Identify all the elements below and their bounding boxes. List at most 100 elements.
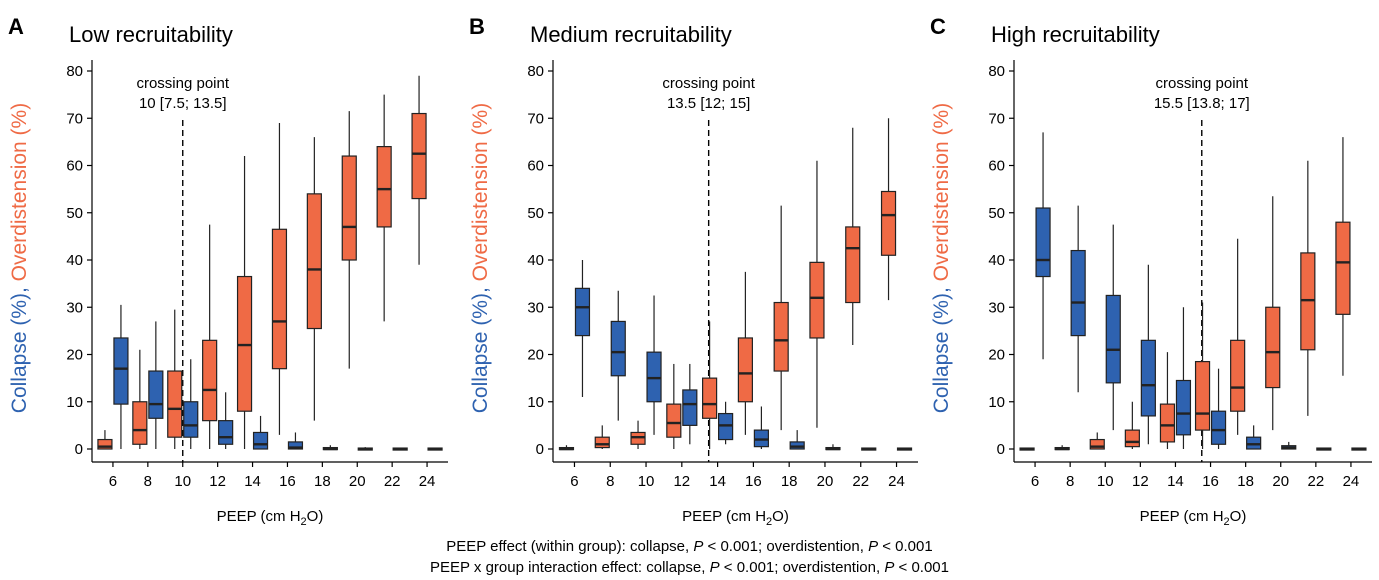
overdistension-box: [132, 401, 148, 445]
collapse-box: [1035, 207, 1051, 278]
crossing-point-value: 15.5 [13.8; 17]: [1154, 95, 1250, 112]
footnote-2-text-b: < 0.001; overdistention,: [719, 559, 885, 576]
collapse-box: [1105, 294, 1121, 384]
overdistension-box: [271, 228, 288, 370]
x-tick-label: 18: [1237, 473, 1254, 490]
x-tick-label: 22: [1307, 473, 1324, 490]
overdistension-box: [1124, 429, 1140, 448]
overdistension-box: [880, 190, 897, 256]
y-axis-title: Collapse (%), Overdistension (%): [469, 103, 492, 413]
panel-b-title: Medium recruitability: [530, 22, 732, 47]
overdistension-box: [411, 112, 427, 200]
footnote-peep-effect: PEEP effect (within group): collapse, P …: [0, 538, 1379, 555]
x-tick-label: 12: [673, 473, 690, 490]
x-tick-label: 8: [606, 473, 614, 490]
overdistension-box: [666, 403, 682, 438]
overdistension-box: [1089, 438, 1105, 450]
footnote-1-p-symbol-2: P: [868, 538, 879, 555]
y-tick-label: 40: [66, 252, 83, 269]
y-tick-label: 10: [66, 394, 83, 411]
collapse-box: [1175, 379, 1192, 436]
crossing-point-label: crossing point: [136, 75, 229, 92]
crossing-point-label: crossing point: [662, 75, 755, 92]
collapse-box: [610, 320, 626, 377]
x-tick-label: 8: [1066, 473, 1074, 490]
y-tick-label: 20: [66, 347, 83, 364]
x-tick-label: 16: [1202, 473, 1219, 490]
x-tick-label: 18: [314, 473, 331, 490]
collapse-box: [682, 389, 698, 426]
y-tick-label: 0: [997, 441, 1005, 458]
y-tick-label: 50: [988, 205, 1005, 222]
x-tick-label: 6: [109, 473, 117, 490]
y-tick-label: 0: [536, 441, 544, 458]
panel-c-title: High recruitability: [991, 22, 1160, 47]
panel-c-letter: C: [930, 14, 946, 39]
y-tick-label: 70: [527, 110, 544, 127]
footnote-2-text-c: < 0.001: [894, 559, 949, 576]
collapse-box: [113, 337, 129, 405]
footnote-1-text-a: PEEP effect (within group): collapse,: [446, 538, 694, 555]
x-tick-label: 14: [244, 473, 261, 490]
y-tick-label: 30: [527, 299, 544, 316]
x-tick-label: 16: [745, 473, 762, 490]
x-tick-label: 20: [349, 473, 366, 490]
x-axis-title: PEEP (cm H2O): [682, 508, 789, 528]
y-tick-label: 80: [527, 63, 544, 80]
y-tick-label: 10: [988, 394, 1005, 411]
overdistension-box: [202, 339, 218, 422]
overdistension-box: [1230, 339, 1246, 412]
y-tick-label: 40: [527, 252, 544, 269]
overdistension-box: [845, 226, 861, 304]
y-tick-label: 30: [66, 299, 83, 316]
footnote-2-p-symbol-2: P: [884, 559, 895, 576]
footnote-interaction-effect: PEEP x group interaction effect: collaps…: [0, 559, 1379, 576]
overdistension-box: [1194, 360, 1211, 431]
x-axis-title: PEEP (cm H2O): [217, 508, 324, 528]
overdistension-box: [594, 436, 610, 449]
y-tick-label: 20: [988, 347, 1005, 364]
y-tick-label: 70: [66, 110, 83, 127]
x-tick-label: 10: [174, 473, 191, 490]
overdistension-box: [376, 146, 392, 228]
x-tick-label: 20: [817, 473, 834, 490]
x-tick-label: 10: [638, 473, 655, 490]
y-tick-label: 80: [66, 63, 83, 80]
y-axis-title: Collapse (%), Overdistension (%): [8, 103, 31, 413]
y-tick-label: 10: [527, 394, 544, 411]
y-tick-label: 50: [66, 205, 83, 222]
y-axis-title: Collapse (%), Overdistension (%): [930, 103, 953, 413]
x-tick-label: 16: [279, 473, 296, 490]
x-tick-label: 8: [144, 473, 152, 490]
y-tick-label: 30: [988, 299, 1005, 316]
x-tick-label: 22: [384, 473, 401, 490]
collapse-box: [574, 287, 591, 337]
overdistension-box: [1159, 403, 1176, 443]
collapse-box: [1140, 339, 1156, 417]
x-tick-label: 14: [709, 473, 726, 490]
overdistension-box: [167, 370, 183, 438]
overdistension-box: [97, 438, 113, 450]
collapse-box: [148, 370, 164, 419]
panel-b-letter: B: [469, 14, 485, 39]
x-axis-title: PEEP (cm H2O): [1140, 508, 1247, 528]
collapse-box: [252, 431, 269, 450]
overdistension-box: [809, 261, 825, 339]
footnote-1-text-c: < 0.001: [878, 538, 933, 555]
overdistension-box: [737, 337, 753, 403]
overdistension-box: [773, 301, 789, 372]
x-tick-label: 24: [888, 473, 905, 490]
x-tick-label: 12: [209, 473, 226, 490]
panel-a-title: Low recruitability: [69, 22, 233, 47]
x-tick-label: 24: [1343, 473, 1360, 490]
collapse-box: [1070, 249, 1086, 337]
y-tick-label: 0: [75, 441, 83, 458]
overdistension-box: [341, 155, 357, 261]
footnote-1-text-b: < 0.001; overdistention,: [703, 538, 869, 555]
x-tick-label: 6: [1031, 473, 1039, 490]
y-tick-label: 60: [988, 158, 1005, 175]
overdistension-box: [1265, 306, 1281, 389]
y-tick-label: 40: [988, 252, 1005, 269]
y-tick-label: 60: [527, 158, 544, 175]
